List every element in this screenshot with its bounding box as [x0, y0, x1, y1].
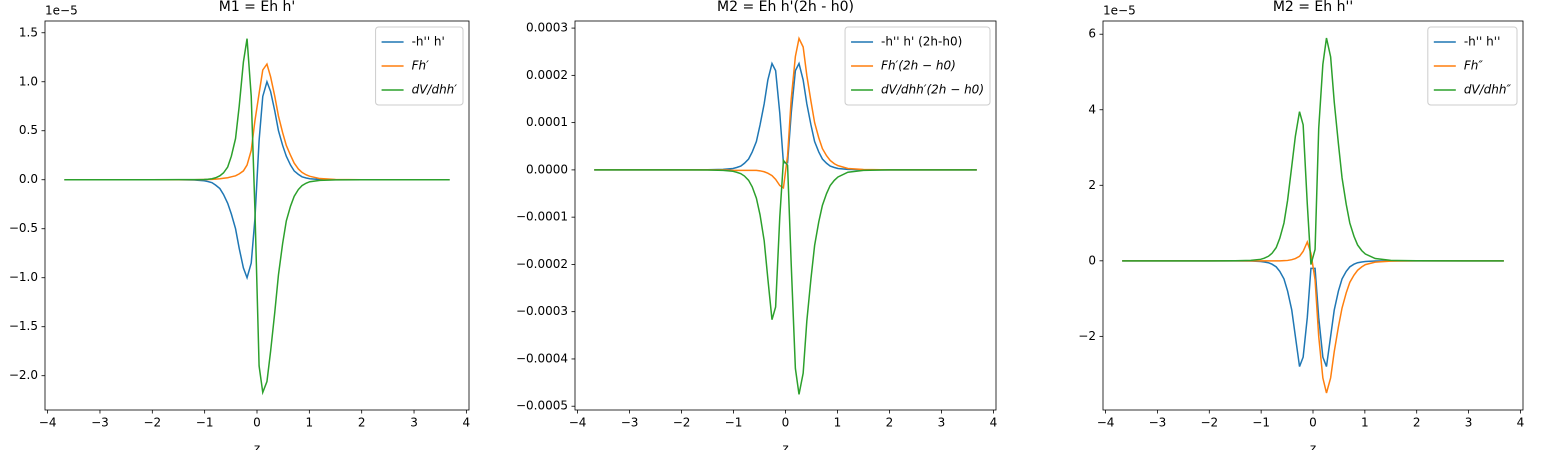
x-tick-label: 4: [463, 416, 471, 430]
legend: -h'' h' (2h-h0) Fh′(2h − h0) dV/dhh′(2h − …: [844, 26, 991, 106]
y-tick-label: 1.0: [19, 74, 38, 88]
x-tick-label: 1: [834, 416, 842, 430]
x-tick-label: 0: [782, 416, 790, 430]
x-tick-label: −4: [39, 416, 57, 430]
legend-label: -h'' h': [412, 35, 445, 49]
y-tick-label: 1.5: [19, 25, 38, 39]
data-line: [594, 158, 977, 395]
x-tick-label: 3: [938, 416, 946, 430]
data-line: [64, 79, 450, 281]
y-tick-label: −1.0: [9, 270, 38, 284]
y-tick-label: 4: [1088, 102, 1096, 116]
y-tick-label: −0.5: [9, 221, 38, 235]
y-tick-label: −2: [1078, 329, 1096, 343]
x-tick-label: 1: [1361, 416, 1369, 430]
chart-title: M2 = Eh h'': [1273, 0, 1353, 15]
x-tick-label: −2: [673, 416, 691, 430]
x-tick-label: −1: [1252, 416, 1270, 430]
legend: -h'' h'' Fh″ dV/dhh″: [1427, 26, 1518, 106]
x-tick-label: 3: [410, 416, 418, 430]
legend-label: Fh″: [1464, 59, 1484, 73]
subplot: −4 −3 −2 −1 0 1 2 3 4 −2.0 −1.5 −1.0 −0.5 0.0 0.5 1.0 1.…: [9, 0, 470, 450]
offset-text: 1e−5: [45, 4, 78, 18]
y-tick-label: 0: [1088, 253, 1096, 267]
subplot: −4 −3 −2 −1 0 1 2 3 4 −0.0005 −0.0004 −0.0003 −0.000…: [516, 0, 997, 450]
x-tick-label: 0: [253, 416, 261, 430]
data-line: [64, 38, 450, 396]
x-tick-label: 4: [1517, 416, 1525, 430]
x-tick-label: −4: [569, 416, 587, 430]
axes-frame: [1102, 20, 1524, 411]
x-tick-label: −4: [1097, 416, 1115, 430]
axes-frame: [44, 20, 470, 411]
legend-label: dV/dhh′: [412, 83, 458, 97]
y-tick-label: 0.0000: [526, 162, 568, 176]
y-tick-label: 0.0: [19, 172, 38, 186]
x-tick-label: −1: [725, 416, 743, 430]
x-tick-label: 4: [990, 416, 998, 430]
subplot: −4 −3 −2 −1 0 1 2 3 4 −2 0 2 4 6 M2 = Eh h'' z 1e−5 -h'' …: [1078, 0, 1524, 450]
y-tick-label: −0.0005: [516, 399, 568, 413]
legend: -h'' h' Fh′ dV/dhh′: [375, 26, 464, 106]
x-tick-label: 2: [886, 416, 894, 430]
x-axis-label: z: [254, 442, 260, 450]
legend-label: -h'' h' (2h-h0): [881, 35, 962, 49]
x-tick-label: 1: [306, 416, 314, 430]
y-tick-label: 6: [1088, 27, 1096, 41]
y-tick-label: −2.0: [9, 368, 38, 382]
x-tick-label: 0: [1309, 416, 1317, 430]
x-tick-label: −3: [621, 416, 639, 430]
x-tick-label: −1: [196, 416, 214, 430]
x-tick-label: −3: [1149, 416, 1167, 430]
legend-label: Fh′: [412, 59, 430, 73]
x-tick-label: −2: [143, 416, 161, 430]
data-line: [594, 36, 977, 190]
legend-label: dV/dhh′(2h − h0): [881, 83, 984, 97]
legend-label: dV/dhh″: [1464, 83, 1512, 97]
y-tick-label: −1.5: [9, 319, 38, 333]
x-tick-label: 2: [358, 416, 366, 430]
y-tick-label: −0.0004: [516, 351, 568, 365]
data-line: [1122, 37, 1504, 265]
axes-frame: [574, 20, 997, 411]
offset-text: 1e−5: [1103, 4, 1136, 18]
legend-frame: [1427, 26, 1518, 106]
y-tick-label: 0.0003: [526, 21, 568, 35]
y-tick-label: 0.0002: [526, 68, 568, 82]
x-tick-label: 2: [1413, 416, 1421, 430]
x-tick-label: −3: [91, 416, 109, 430]
y-tick-label: 0.0001: [526, 115, 568, 129]
chart-title: M1 = Eh h': [219, 0, 296, 15]
y-tick-label: 0.5: [19, 123, 38, 137]
x-axis-label: z: [782, 442, 788, 450]
y-tick-label: 2: [1088, 178, 1096, 192]
y-tick-label: −0.0002: [516, 257, 568, 271]
y-tick-label: −0.0003: [516, 304, 568, 318]
chart-title: M2 = Eh h'(2h - h0): [717, 0, 854, 15]
legend-frame: [844, 26, 991, 106]
legend-label: Fh′(2h − h0): [881, 59, 956, 73]
x-axis-label: z: [1310, 442, 1316, 450]
data-line: [1122, 239, 1504, 394]
x-tick-label: −2: [1200, 416, 1218, 430]
x-tick-label: 3: [1465, 416, 1473, 430]
y-tick-label: −0.0001: [516, 210, 568, 224]
legend-label: -h'' h'': [1464, 35, 1501, 49]
legend-frame: [375, 26, 464, 106]
